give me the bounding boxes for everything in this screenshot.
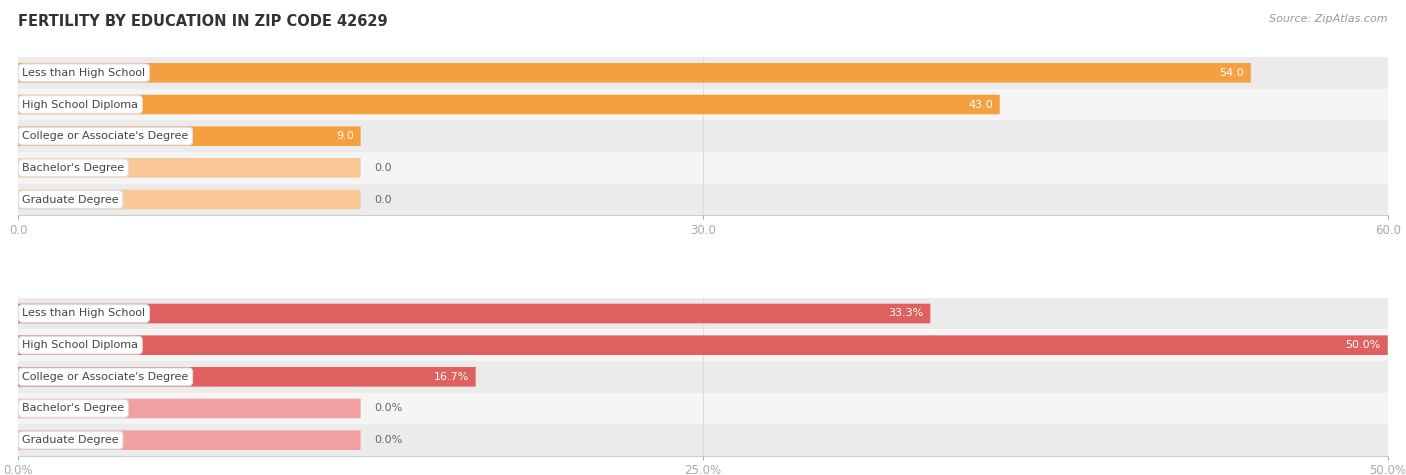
FancyBboxPatch shape (18, 190, 360, 209)
Bar (18, 361, 1388, 393)
FancyBboxPatch shape (18, 126, 360, 146)
Text: 0.0: 0.0 (374, 163, 392, 173)
Text: 33.3%: 33.3% (889, 308, 924, 319)
FancyBboxPatch shape (18, 63, 1251, 83)
FancyBboxPatch shape (18, 158, 360, 178)
Text: 54.0: 54.0 (1219, 68, 1244, 78)
FancyBboxPatch shape (18, 367, 475, 387)
Text: 0.0%: 0.0% (374, 403, 402, 414)
Text: Graduate Degree: Graduate Degree (22, 435, 120, 445)
Bar (18, 393, 1388, 424)
Bar (18, 298, 1388, 329)
Text: Less than High School: Less than High School (22, 308, 145, 319)
Text: High School Diploma: High School Diploma (22, 340, 138, 350)
Bar (18, 329, 1388, 361)
Text: Bachelor's Degree: Bachelor's Degree (22, 163, 125, 173)
Bar (18, 152, 1388, 184)
Bar (18, 57, 1388, 89)
Text: High School Diploma: High School Diploma (22, 99, 138, 110)
Text: FERTILITY BY EDUCATION IN ZIP CODE 42629: FERTILITY BY EDUCATION IN ZIP CODE 42629 (18, 14, 388, 29)
Text: College or Associate's Degree: College or Associate's Degree (22, 131, 188, 141)
Text: College or Associate's Degree: College or Associate's Degree (22, 372, 188, 382)
Text: 0.0%: 0.0% (374, 435, 402, 445)
Text: 0.0: 0.0 (374, 194, 392, 205)
Text: Less than High School: Less than High School (22, 68, 145, 78)
Bar (18, 120, 1388, 152)
Text: 16.7%: 16.7% (433, 372, 468, 382)
Text: Bachelor's Degree: Bachelor's Degree (22, 403, 125, 414)
FancyBboxPatch shape (18, 399, 360, 418)
FancyBboxPatch shape (18, 95, 1000, 114)
FancyBboxPatch shape (18, 304, 931, 323)
Text: Source: ZipAtlas.com: Source: ZipAtlas.com (1270, 14, 1388, 24)
Text: 50.0%: 50.0% (1346, 340, 1381, 350)
Bar (18, 89, 1388, 120)
Bar (18, 424, 1388, 456)
Text: 9.0: 9.0 (336, 131, 354, 141)
Bar (18, 184, 1388, 215)
Text: 43.0: 43.0 (969, 99, 993, 110)
FancyBboxPatch shape (18, 335, 1388, 355)
Text: Graduate Degree: Graduate Degree (22, 194, 120, 205)
FancyBboxPatch shape (18, 430, 360, 450)
